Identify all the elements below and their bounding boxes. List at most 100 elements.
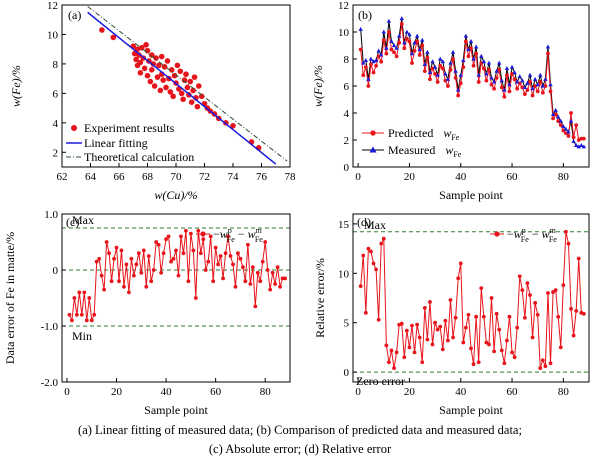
predicted-point bbox=[397, 40, 402, 45]
relative-error-point bbox=[456, 276, 461, 281]
experiment-point bbox=[144, 72, 151, 79]
predicted-point bbox=[505, 73, 509, 78]
legend-marker-experiment bbox=[71, 125, 77, 131]
predicted-point bbox=[417, 53, 422, 57]
relative-error-point bbox=[438, 324, 443, 329]
absolute-error-point bbox=[201, 237, 206, 242]
absolute-error-point bbox=[188, 231, 193, 236]
panel-a-ytick-label: 10 bbox=[47, 29, 59, 41]
predicted-point bbox=[451, 57, 455, 61]
relative-error-point bbox=[469, 346, 473, 351]
measured-point bbox=[566, 129, 571, 134]
predicted-point bbox=[525, 88, 530, 92]
predicted-point bbox=[410, 61, 414, 65]
relative-error-point bbox=[569, 306, 573, 311]
measured-point bbox=[427, 70, 433, 75]
measured-point bbox=[484, 71, 489, 76]
predicted-point bbox=[489, 82, 494, 87]
experiment-point bbox=[181, 77, 188, 83]
absolute-error-point bbox=[216, 262, 221, 267]
measured-point bbox=[368, 56, 374, 61]
relative-error-point bbox=[471, 362, 476, 367]
absolute-error-point bbox=[211, 279, 216, 284]
predicted-point bbox=[415, 39, 420, 44]
linear-fit-line bbox=[87, 11, 277, 165]
panel-a-ylabel: w(Fe)/% bbox=[9, 65, 23, 107]
panel-d-xtick-label: 0 bbox=[355, 386, 361, 398]
panel-b-ylabel: w(Fe)/% bbox=[311, 65, 325, 107]
absolute-error-point bbox=[164, 237, 168, 242]
measured-point bbox=[568, 118, 574, 123]
relative-error-point bbox=[571, 333, 576, 338]
panel-a-xtick-label: 76 bbox=[256, 171, 268, 183]
measured-point bbox=[420, 37, 425, 42]
predicted-point bbox=[425, 55, 430, 60]
absolute-error-point bbox=[231, 262, 235, 267]
relative-error-point bbox=[479, 286, 484, 291]
absolute-error-point bbox=[146, 254, 151, 258]
experiment-point bbox=[168, 67, 175, 73]
panel-c-legend-marker bbox=[200, 231, 206, 237]
absolute-error-point bbox=[136, 251, 141, 256]
relative-error-point bbox=[558, 345, 563, 350]
predicted-point bbox=[430, 66, 435, 71]
measured-point bbox=[435, 72, 440, 77]
panel-c-ytick-label: 0 bbox=[53, 265, 59, 277]
measured-point bbox=[386, 18, 392, 23]
measured-point bbox=[450, 49, 456, 54]
absolute-error-point bbox=[233, 284, 238, 289]
predicted-point bbox=[551, 116, 555, 121]
measured-point bbox=[556, 114, 561, 119]
relative-error-line bbox=[360, 231, 585, 369]
panel-a-xtick-label: 78 bbox=[285, 171, 297, 183]
absolute-error-point bbox=[283, 276, 287, 281]
measured-point bbox=[376, 48, 381, 53]
panel-d-frame bbox=[352, 213, 590, 383]
predicted-point bbox=[399, 22, 404, 26]
predicted-point bbox=[522, 92, 527, 96]
relative-error-point bbox=[402, 355, 407, 360]
predicted-point bbox=[379, 59, 384, 64]
predicted-point bbox=[476, 80, 481, 84]
measured-point bbox=[517, 74, 522, 79]
measured-point bbox=[414, 33, 420, 38]
measured-point bbox=[422, 62, 428, 66]
relative-error-point bbox=[410, 323, 414, 328]
panel-c-xtick-label: 60 bbox=[210, 386, 222, 398]
measured-point bbox=[363, 57, 369, 62]
relative-error-point bbox=[412, 350, 417, 355]
absolute-error-point bbox=[117, 279, 121, 284]
absolute-error-point bbox=[141, 248, 146, 253]
absolute-error-point bbox=[198, 251, 203, 256]
predicted-point bbox=[366, 84, 371, 88]
predicted-point bbox=[466, 54, 471, 59]
relative-error-point bbox=[538, 366, 543, 371]
panel-c-ytick-label: -2.0 bbox=[41, 377, 59, 389]
measured-point bbox=[440, 59, 445, 64]
absolute-error-point bbox=[82, 290, 87, 295]
predicted-point bbox=[533, 84, 538, 88]
panel-d-ytick-label: 0 bbox=[344, 367, 350, 379]
predicted-point bbox=[481, 66, 486, 71]
experiment-point bbox=[161, 64, 168, 70]
predicted-point bbox=[387, 30, 391, 34]
absolute-error-point bbox=[129, 256, 134, 261]
relative-error-point bbox=[525, 281, 530, 286]
relative-error-point bbox=[407, 345, 412, 350]
measured-point bbox=[502, 87, 507, 92]
relative-error-point bbox=[543, 364, 548, 369]
panel-c-max-label: Max bbox=[72, 213, 94, 227]
panel-a-xtick-label: 74 bbox=[228, 171, 240, 183]
measured-point bbox=[471, 56, 476, 61]
absolute-error-point bbox=[161, 251, 166, 256]
predicted-point bbox=[422, 69, 427, 74]
predicted-point bbox=[471, 63, 476, 68]
relative-error-point bbox=[451, 335, 455, 340]
relative-error-point bbox=[463, 325, 468, 330]
relative-error-point bbox=[461, 340, 466, 345]
measured-point bbox=[563, 126, 569, 131]
relative-error-point bbox=[551, 290, 555, 294]
experiment-point bbox=[137, 59, 144, 66]
measured-point bbox=[553, 107, 558, 112]
